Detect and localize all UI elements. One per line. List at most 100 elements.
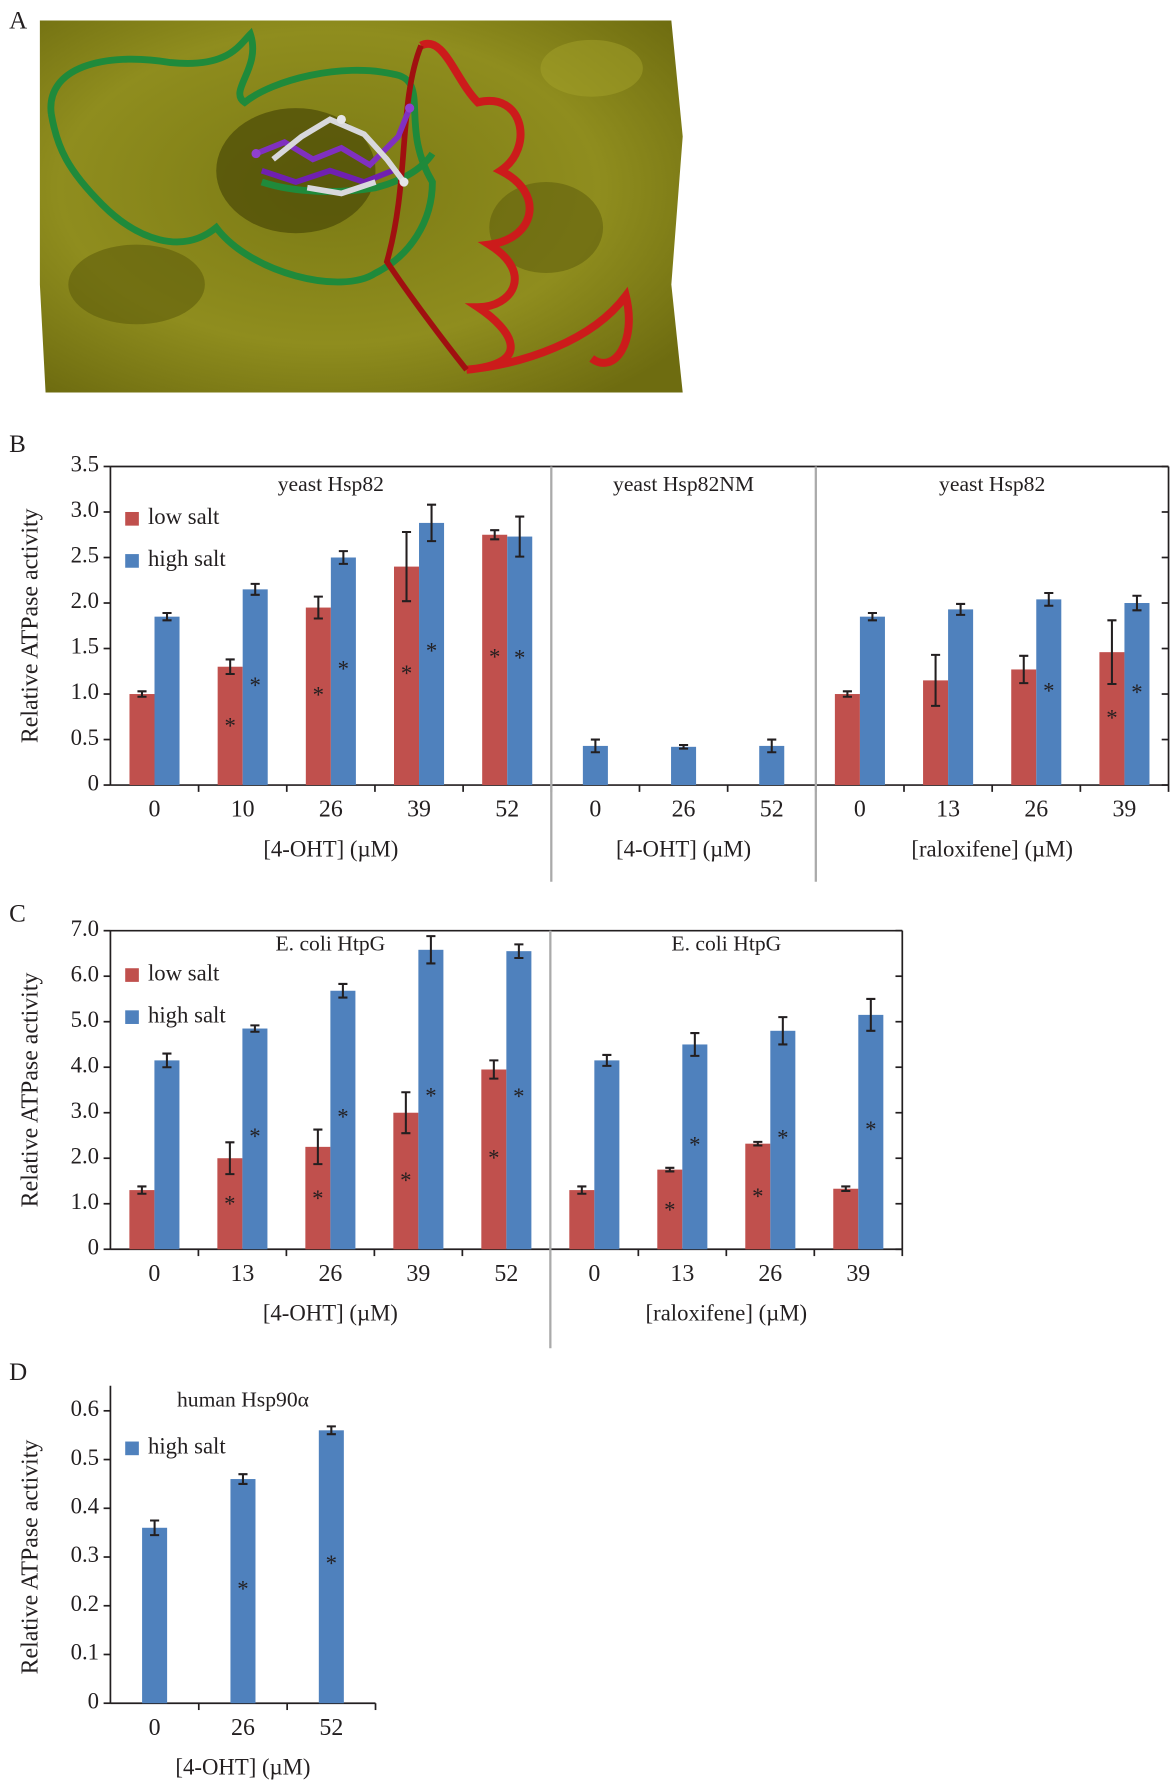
significance-marker: * xyxy=(865,1117,876,1142)
significance-marker: * xyxy=(326,1551,337,1576)
legend-swatch xyxy=(125,554,139,568)
group-title: yeast Hsp82NM xyxy=(613,472,754,496)
bar xyxy=(155,617,180,785)
y-tick-label: 0.2 xyxy=(71,1591,99,1616)
x-tick-label: 39 xyxy=(407,797,431,823)
bar xyxy=(129,694,154,785)
y-tick-label: 3.0 xyxy=(71,1098,99,1123)
panel-label: C xyxy=(9,901,26,928)
atom xyxy=(252,149,261,158)
significance-marker: * xyxy=(426,639,437,664)
y-axis-label: Relative ATPase activity xyxy=(17,973,43,1208)
bar xyxy=(671,747,696,785)
y-tick-label: 1.0 xyxy=(71,1189,99,1214)
bar xyxy=(860,617,885,785)
x-tick-label: 13 xyxy=(936,797,960,823)
y-tick-label: 6.0 xyxy=(71,961,99,986)
x-tick-label: 26 xyxy=(318,1261,342,1287)
x-tick-label: 39 xyxy=(406,1261,430,1287)
y-tick-label: 0 xyxy=(88,1234,99,1259)
group-title: human Hsp90α xyxy=(177,1388,309,1412)
y-tick-label: 7.0 xyxy=(71,916,99,941)
y-tick-label: 1.0 xyxy=(71,679,99,704)
y-tick-label: 2.5 xyxy=(71,543,99,568)
legend-label: low salt xyxy=(148,960,220,985)
bar xyxy=(594,1060,619,1249)
x-tick-label: 39 xyxy=(1113,797,1137,823)
atom xyxy=(337,115,346,124)
significance-marker: * xyxy=(513,1084,524,1109)
legend-label: low salt xyxy=(148,504,220,529)
significance-marker: * xyxy=(425,1083,436,1108)
y-tick-label: 5.0 xyxy=(71,1007,99,1032)
bar xyxy=(1011,669,1036,785)
significance-marker: * xyxy=(1106,706,1117,731)
x-tick-label: 52 xyxy=(494,1261,518,1287)
y-tick-label: 0.5 xyxy=(71,725,99,750)
significance-marker: * xyxy=(237,1576,248,1601)
legend-swatch xyxy=(125,512,139,526)
bar xyxy=(948,609,973,785)
protein-structure xyxy=(40,20,683,392)
y-axis-label: Relative ATPase activity xyxy=(17,1440,43,1675)
x-tick-label: 26 xyxy=(758,1261,782,1287)
significance-marker: * xyxy=(489,645,500,670)
x-axis-label: [4-OHT] (µM) xyxy=(263,1300,398,1325)
group-title: E. coli HtpG xyxy=(275,931,385,955)
surface-shadow xyxy=(68,245,205,325)
legend-swatch xyxy=(125,1010,139,1024)
y-tick-label: 0.3 xyxy=(71,1542,99,1567)
bar xyxy=(142,1528,167,1703)
x-tick-label: 52 xyxy=(760,797,784,823)
bar xyxy=(833,1189,858,1250)
significance-marker: * xyxy=(250,673,261,698)
x-tick-label: 52 xyxy=(319,1715,343,1741)
legend-label: high salt xyxy=(148,1434,226,1459)
y-tick-label: 0 xyxy=(88,1688,99,1713)
panel-label: A xyxy=(9,8,27,35)
x-axis-label: [raloxifene] (µM) xyxy=(646,1300,808,1325)
x-tick-label: 26 xyxy=(231,1715,255,1741)
significance-marker: * xyxy=(312,1186,323,1211)
legend-swatch xyxy=(125,968,139,982)
y-tick-label: 2.0 xyxy=(71,1143,99,1168)
error-bar xyxy=(753,1142,762,1146)
x-tick-label: 0 xyxy=(588,1261,600,1287)
x-tick-label: 13 xyxy=(670,1261,694,1287)
x-tick-label: 0 xyxy=(854,797,866,823)
y-tick-label: 3.0 xyxy=(71,497,99,522)
group-title: yeast Hsp82 xyxy=(278,472,384,496)
legend-label: high salt xyxy=(148,546,226,571)
y-tick-label: 0.6 xyxy=(71,1396,99,1421)
significance-marker: * xyxy=(249,1124,260,1149)
x-tick-label: 0 xyxy=(149,1715,161,1741)
significance-marker: * xyxy=(1131,680,1142,705)
y-tick-label: 4.0 xyxy=(71,1052,99,1077)
significance-marker: * xyxy=(337,1105,348,1130)
y-tick-label: 0 xyxy=(88,770,99,795)
significance-marker: * xyxy=(313,683,324,708)
bar xyxy=(154,1060,179,1249)
group-title: E. coli HtpG xyxy=(671,931,781,955)
significance-marker: * xyxy=(224,713,235,738)
significance-marker: * xyxy=(224,1192,235,1217)
y-axis-label: Relative ATPase activity xyxy=(17,508,43,743)
significance-marker: * xyxy=(514,646,525,671)
legend-label: high salt xyxy=(148,1002,226,1027)
x-axis-label: [raloxifene] (µM) xyxy=(911,836,1073,861)
y-tick-label: 1.5 xyxy=(71,634,99,659)
significance-marker: * xyxy=(689,1133,700,1158)
figure: A B00.51.01.52.02.53.03.5Relative ATPase… xyxy=(0,0,1172,1784)
significance-marker: * xyxy=(338,656,349,681)
bar xyxy=(129,1190,154,1249)
x-tick-label: 13 xyxy=(230,1261,254,1287)
y-tick-label: 0.5 xyxy=(71,1445,99,1470)
significance-marker: * xyxy=(1043,678,1054,703)
x-tick-label: 0 xyxy=(149,797,161,823)
atom xyxy=(399,177,408,186)
x-tick-label: 52 xyxy=(495,797,519,823)
x-axis-label: [4-OHT] (µM) xyxy=(263,836,398,861)
x-tick-label: 0 xyxy=(148,1261,160,1287)
x-tick-label: 26 xyxy=(1024,797,1048,823)
page: { "figure_a": {"panel": "A"}, "chart_dat… xyxy=(0,0,1172,1784)
